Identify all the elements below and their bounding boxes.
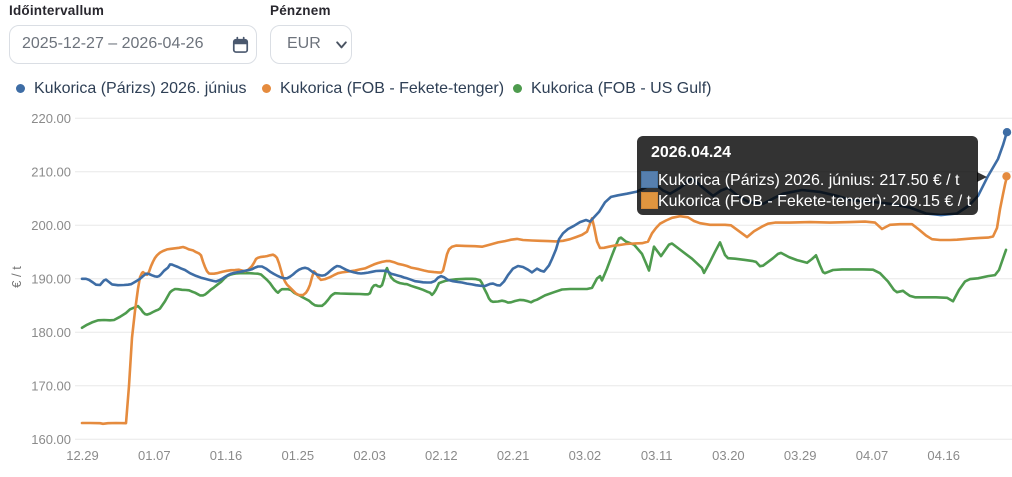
svg-text:190.00: 190.00: [31, 271, 71, 286]
svg-text:160.00: 160.00: [31, 432, 71, 447]
svg-text:170.00: 170.00: [31, 378, 71, 393]
svg-text:01.07: 01.07: [138, 448, 171, 463]
svg-text:03.29: 03.29: [784, 448, 817, 463]
svg-text:12.29: 12.29: [66, 448, 99, 463]
svg-text:01.16: 01.16: [210, 448, 243, 463]
svg-text:02.12: 02.12: [425, 448, 458, 463]
svg-text:210.00: 210.00: [31, 164, 71, 179]
svg-text:€ / t: € / t: [9, 266, 24, 288]
svg-text:02.21: 02.21: [497, 448, 530, 463]
svg-text:03.20: 03.20: [712, 448, 745, 463]
svg-text:03.11: 03.11: [641, 448, 673, 463]
svg-text:200.00: 200.00: [31, 218, 71, 233]
svg-text:01.25: 01.25: [282, 448, 315, 463]
svg-text:02.03: 02.03: [353, 448, 386, 463]
svg-text:04.07: 04.07: [856, 448, 889, 463]
svg-text:03.02: 03.02: [569, 448, 602, 463]
svg-text:180.00: 180.00: [31, 325, 71, 340]
svg-text:04.16: 04.16: [927, 448, 960, 463]
svg-text:220.00: 220.00: [31, 111, 71, 126]
